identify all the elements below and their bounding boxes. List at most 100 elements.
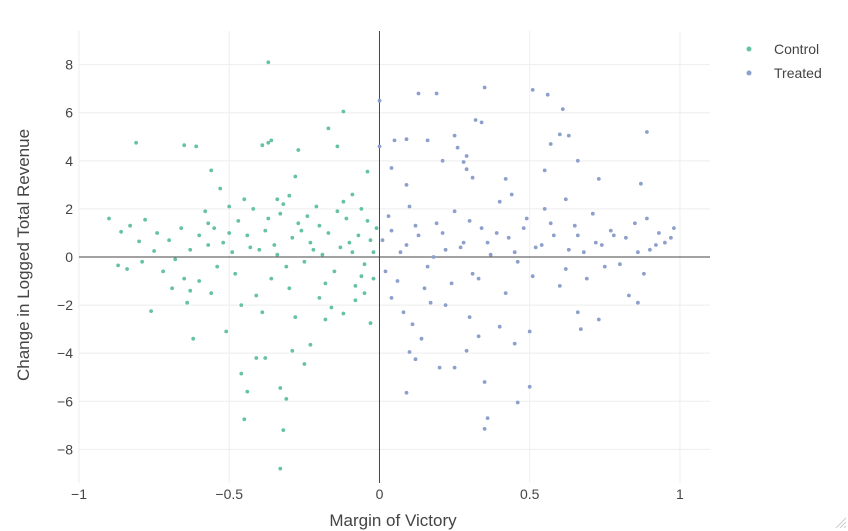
- treated-point: [434, 91, 439, 96]
- resize-handle-icon[interactable]: [835, 517, 847, 529]
- control-point: [362, 262, 367, 267]
- treated-point: [407, 350, 412, 354]
- control-point: [338, 245, 343, 250]
- treated-point: [551, 233, 556, 238]
- treated-point: [539, 243, 544, 247]
- control-point: [182, 276, 187, 281]
- treated-point: [512, 250, 517, 255]
- treated-point: [452, 365, 457, 370]
- treated-point: [377, 144, 382, 149]
- treated-point: [377, 98, 382, 103]
- control-point: [197, 279, 202, 283]
- treated-point: [542, 207, 547, 211]
- control-point: [266, 216, 271, 221]
- treated-point: [392, 138, 397, 143]
- treated-point: [590, 211, 595, 216]
- control-point: [239, 371, 244, 376]
- control-point: [242, 197, 247, 202]
- treated-point: [596, 317, 601, 322]
- control-point: [347, 240, 352, 245]
- control-point: [173, 257, 178, 262]
- treated-point: [422, 286, 427, 291]
- control-point: [299, 228, 304, 233]
- control-point: [326, 231, 331, 235]
- legend-item-control[interactable]: Control: [746, 41, 820, 57]
- treated-point: [419, 336, 424, 341]
- treated-point: [482, 380, 487, 384]
- control-point: [350, 250, 355, 255]
- treated-point: [524, 216, 529, 221]
- legend[interactable]: Control Treated: [746, 41, 822, 81]
- treated-point: [479, 120, 484, 125]
- treated-point: [648, 247, 652, 252]
- control-point: [326, 126, 331, 131]
- treated-point: [584, 276, 589, 281]
- control-point: [239, 303, 244, 307]
- y-tick-label: −6: [57, 393, 73, 409]
- control-point: [260, 310, 265, 315]
- treated-point: [404, 390, 409, 395]
- control-point: [323, 317, 328, 322]
- treated-point: [575, 310, 580, 315]
- treated-point: [645, 130, 649, 134]
- treated-point: [401, 310, 406, 315]
- control-point: [191, 336, 196, 341]
- treated-point: [548, 142, 553, 146]
- control-point: [257, 247, 262, 252]
- treated-point: [440, 158, 445, 163]
- treated-point: [470, 175, 475, 180]
- treated-point: [645, 216, 649, 221]
- treated-point: [618, 262, 622, 267]
- control-point: [212, 226, 217, 231]
- treated-point: [627, 293, 631, 298]
- legend-marker-icon: [746, 46, 752, 52]
- control-point: [197, 233, 202, 238]
- treated-point: [476, 276, 481, 281]
- treated-point: [461, 240, 466, 245]
- control-point: [314, 204, 319, 209]
- control-point: [365, 219, 370, 223]
- treated-point: [482, 85, 487, 90]
- treated-point: [599, 243, 604, 247]
- control-point: [287, 193, 292, 198]
- treated-point: [467, 219, 472, 223]
- treated-point: [563, 267, 568, 271]
- control-point: [356, 233, 361, 238]
- control-point: [341, 311, 346, 316]
- treated-point: [488, 252, 493, 257]
- control-point: [359, 207, 364, 211]
- y-axis-title: Change in Logged Total Revenue: [14, 129, 33, 381]
- legend-item-treated[interactable]: Treated: [746, 65, 822, 81]
- treated-point: [458, 245, 463, 250]
- treated-point: [581, 250, 586, 255]
- treated-point: [452, 133, 457, 138]
- control-point: [371, 250, 376, 255]
- treated-point: [407, 204, 412, 209]
- x-tick-label: −0.5: [215, 486, 243, 502]
- treated-point: [672, 226, 676, 231]
- treated-point: [476, 334, 481, 339]
- x-tick-label: 0.5: [520, 486, 540, 502]
- control-point: [308, 240, 313, 245]
- control-point: [278, 211, 283, 216]
- treated-point: [413, 223, 418, 228]
- control-point: [245, 233, 250, 238]
- treated-point: [479, 226, 484, 231]
- control-point: [107, 216, 111, 221]
- control-point: [224, 329, 229, 334]
- treated-point: [416, 233, 421, 238]
- control-point: [341, 109, 346, 114]
- control-point: [194, 144, 199, 149]
- control-point: [341, 199, 346, 204]
- treated-point: [455, 145, 460, 150]
- zero-lines: [79, 31, 710, 483]
- control-point: [311, 247, 316, 252]
- control-point: [272, 243, 277, 247]
- treated-point: [380, 238, 385, 243]
- treated-point: [566, 247, 571, 252]
- y-tick-label: 6: [65, 105, 73, 121]
- treated-point: [464, 154, 469, 158]
- treated-point: [636, 300, 640, 305]
- control-point: [227, 204, 232, 209]
- control-point: [323, 281, 328, 286]
